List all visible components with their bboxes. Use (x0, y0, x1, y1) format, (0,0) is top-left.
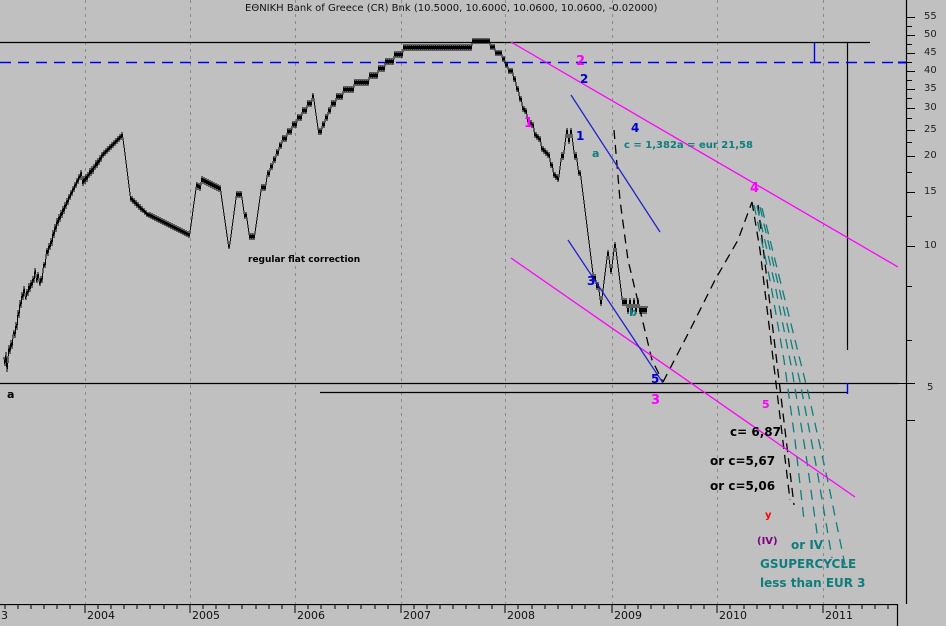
blue-upper-line (570, 94, 661, 233)
gridlines-vertical (85, 0, 824, 604)
blue-dashed-level (0, 42, 898, 394)
annotation-or-c-506: or c=5,06 (710, 479, 776, 493)
wave-label-magenta-5: 5 (762, 398, 770, 411)
annotation-less-than-eur-3: less than EUR 3 (760, 576, 866, 590)
y-tick-50: 50 (924, 29, 937, 40)
x-axis: 3 2004 2005 2006 2007 2008 2009 2010 201… (0, 604, 946, 626)
wave-label-roman-four-paren: (IV) (757, 536, 778, 547)
annotation-or-iv: or IV (791, 538, 824, 552)
wave-label-magenta-1: 1 (524, 116, 534, 131)
chart-title: EΘNIKH Bank of Greece (CR) Bnk (10.5000,… (245, 3, 658, 14)
chart-svg (0, 0, 898, 604)
y-tick-5: 5 (927, 382, 934, 393)
price-series (3, 37, 648, 373)
y-tick-30: 30 (924, 102, 937, 113)
annotation-c-target-2158: c = 1,382a = eur 21,58 (624, 140, 753, 151)
y-axis: 55 50 45 40 35 30 25 20 15 10 5 (898, 0, 946, 604)
y-tick-35: 35 (924, 83, 937, 94)
x-tick-2006: 2006 (297, 609, 325, 622)
magenta-trendlines (510, 41, 898, 498)
wave-label-blue-1: 1 (576, 129, 585, 143)
wave-label-blue-2: 2 (580, 72, 589, 86)
annotation-or-c-567: or c=5,67 (710, 454, 776, 468)
y-axis-svg (898, 0, 915, 604)
wave-label-blue-5: 5 (651, 372, 660, 386)
y-tick-55: 55 (924, 11, 937, 22)
y-tick-15: 15 (924, 186, 937, 197)
wave-label-magenta-3: 3 (651, 393, 661, 408)
magenta-upper-line (510, 41, 898, 268)
blue-trendlines (567, 94, 664, 384)
magenta-lower-line (510, 257, 856, 498)
teal-projection-fan (753, 204, 846, 566)
blue-lower-line (567, 239, 664, 384)
y-tick-25: 25 (924, 124, 937, 135)
projection-dashed-path (613, 129, 795, 506)
annotation-a-primary: a (7, 388, 15, 401)
y-tick-40: 40 (924, 65, 937, 76)
annotation-gsupercycle: GSUPERCYCLE (760, 557, 857, 571)
x-axis-svg (0, 604, 899, 626)
wave-label-blue-4: 4 (631, 121, 640, 135)
x-tick-2007: 2007 (403, 609, 431, 622)
wave-label-magenta-4: 4 (750, 181, 760, 196)
y-tick-20: 20 (924, 150, 937, 161)
x-tick-2010: 2010 (719, 609, 747, 622)
x-tick-2011: 2011 (825, 609, 853, 622)
wave-label-teal-a: a (592, 147, 600, 160)
wave-label-y: y (765, 510, 772, 521)
x-tick-2009: 2009 (614, 609, 642, 622)
y-tick-45: 45 (924, 47, 937, 58)
x-tick-2004: 2004 (87, 609, 115, 622)
wave-label-blue-3: 3 (587, 274, 596, 288)
x-tick-2008: 2008 (507, 609, 535, 622)
wave-label-teal-b: b (629, 306, 637, 319)
x-tick-2005: 2005 (192, 609, 220, 622)
annotation-regular-flat-correction: regular flat correction (248, 255, 361, 265)
horizontal-reference-lines (0, 41, 898, 394)
wave-label-magenta-2: 2 (576, 54, 586, 69)
annotation-c-687: c= 6,87 (730, 425, 781, 439)
x-tick-2003: 3 (1, 609, 8, 622)
plot-area[interactable] (0, 0, 898, 604)
y-tick-10: 10 (924, 240, 937, 251)
